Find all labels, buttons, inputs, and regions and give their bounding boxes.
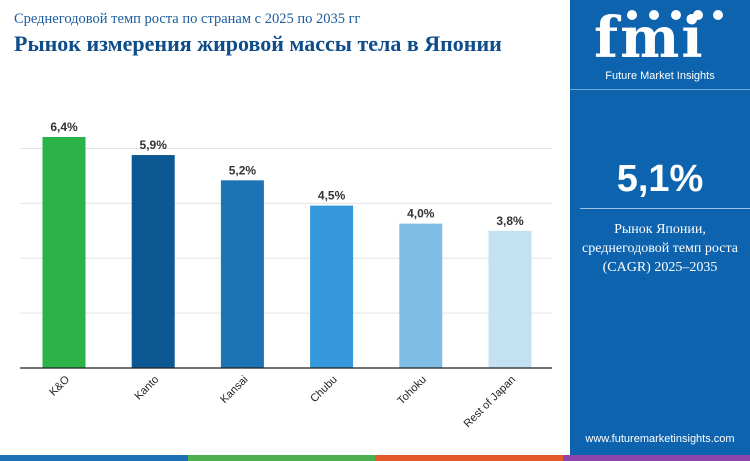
bar-6 — [488, 230, 532, 368]
chart-panel: Среднегодовой темп роста по странам с 20… — [14, 11, 552, 431]
cagr-desc-line3: (CAGR) 2025–2035 — [602, 260, 718, 275]
summary-panel: fmi Future Market Insights 5,1% Рынок Яп… — [570, 0, 750, 461]
data-label-5: 4,0% — [407, 207, 435, 221]
cagr-desc-line1: Рынок Японии, — [614, 222, 706, 237]
bar-5 — [399, 223, 443, 368]
x-tick-label-5: Tohoku — [395, 374, 429, 408]
x-tick-label-6: Rest of Japan — [462, 374, 518, 430]
footer-segment-2 — [187, 455, 375, 461]
website-link[interactable]: www.futuremarketinsights.com — [585, 433, 735, 445]
footer-segment-3 — [375, 455, 563, 461]
bar-chart: 6,4% K&O 5,9% Kanto 5,2% Kansai 4,5% Chubu 4,0% T… — [20, 120, 552, 430]
data-label-2: 5,9% — [140, 138, 168, 152]
logo-tagline: Future Market Insights — [605, 70, 715, 82]
chart-title: Рынок измерения жировой массы тела в Япо… — [14, 31, 502, 56]
panel-divider — [570, 89, 750, 90]
bar-1 — [42, 137, 86, 368]
footer-segment-1 — [0, 455, 188, 461]
cagr-rule — [580, 208, 750, 209]
data-label-6: 3,8% — [496, 214, 524, 228]
data-label-3: 5,2% — [229, 163, 257, 177]
x-tick-label-1: K&O — [47, 373, 72, 398]
footer-segment-4 — [562, 455, 750, 461]
x-tick-label-4: Chubu — [308, 374, 339, 405]
cagr-value: 5,1% — [616, 158, 704, 200]
cagr-desc-line2: среднегодовой темп роста — [582, 241, 738, 256]
fmi-logo: fmi — [594, 5, 705, 71]
x-tick-label-3: Kansai — [218, 374, 250, 406]
data-label-4: 4,5% — [318, 189, 346, 203]
x-tick-label-2: Kanto — [133, 374, 162, 403]
bar-2 — [131, 155, 175, 368]
chart-subtitle: Среднегодовой темп роста по странам с 20… — [14, 11, 361, 27]
bar-4 — [310, 205, 354, 368]
logo-icons — [627, 10, 723, 20]
cagr-description: Рынок Японии, среднегодовой темп роста (… — [570, 220, 750, 277]
data-label-1: 6,4% — [50, 120, 78, 134]
bar-3 — [220, 180, 264, 368]
footer-color-bar — [0, 455, 750, 461]
